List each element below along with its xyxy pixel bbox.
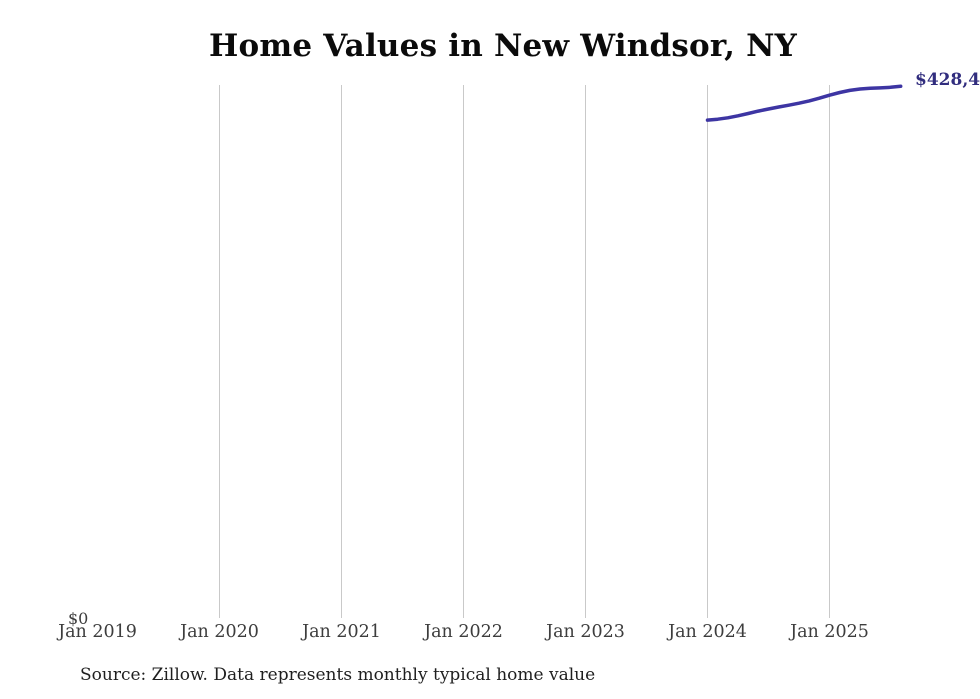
x-gridline (341, 85, 342, 618)
x-tick-label: Jan 2023 (546, 622, 625, 642)
chart-title: Home Values in New Windsor, NY (208, 28, 798, 64)
x-tick-label: Jan 2024 (668, 622, 747, 642)
x-gridline (585, 85, 586, 618)
x-tick-label: Jan 2021 (302, 622, 381, 642)
x-tick-label: Jan 2020 (180, 622, 259, 642)
x-tick-label: Jan 2022 (424, 622, 503, 642)
x-gridline (829, 85, 830, 618)
x-gridline (219, 85, 220, 618)
line-end-value-label: $428,400 (915, 70, 980, 90)
y-axis-zero-label: $0 (68, 609, 89, 628)
x-gridline (463, 85, 464, 618)
x-gridline (707, 85, 708, 618)
x-tick-label: Jan 2019 (58, 622, 137, 642)
home-value-line (705, 84, 903, 122)
source-note: Source: Zillow. Data represents monthly … (80, 665, 596, 685)
x-tick-label: Jan 2025 (790, 622, 869, 642)
